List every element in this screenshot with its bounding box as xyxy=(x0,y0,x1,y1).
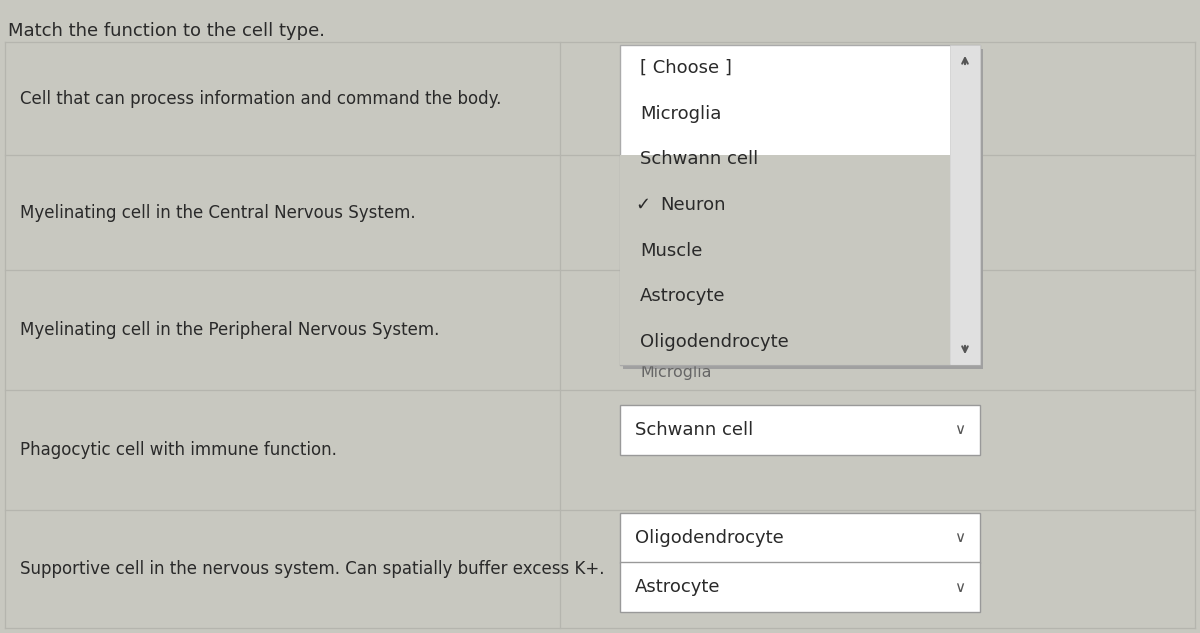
Text: ✓: ✓ xyxy=(635,196,650,214)
Text: Astrocyte: Astrocyte xyxy=(640,287,726,306)
Bar xyxy=(620,405,980,455)
Text: Microglia: Microglia xyxy=(640,365,712,380)
Text: [ Choose ]: [ Choose ] xyxy=(640,59,732,77)
Text: Myelinating cell in the Peripheral Nervous System.: Myelinating cell in the Peripheral Nervo… xyxy=(20,321,439,339)
Text: Match the function to the cell type.: Match the function to the cell type. xyxy=(8,22,325,40)
Text: Oligodendrocyte: Oligodendrocyte xyxy=(640,333,788,351)
Text: Oligodendrocyte: Oligodendrocyte xyxy=(635,529,784,547)
Text: ∨: ∨ xyxy=(954,579,966,594)
Text: Microglia: Microglia xyxy=(640,104,721,123)
Text: ∨: ∨ xyxy=(954,530,966,546)
Bar xyxy=(623,49,983,369)
Text: Astrocyte: Astrocyte xyxy=(635,578,720,596)
Text: Neuron: Neuron xyxy=(660,196,726,214)
Text: Muscle: Muscle xyxy=(640,242,702,260)
Text: Schwann cell: Schwann cell xyxy=(640,150,758,168)
Bar xyxy=(620,155,950,365)
Text: ∨: ∨ xyxy=(954,422,966,437)
Text: Cell that can process information and command the body.: Cell that can process information and co… xyxy=(20,89,502,108)
Text: Supportive cell in the nervous system. Can spatially buffer excess K+.: Supportive cell in the nervous system. C… xyxy=(20,560,605,578)
Bar xyxy=(950,45,980,365)
Bar xyxy=(620,562,980,612)
Text: Schwann cell: Schwann cell xyxy=(635,421,754,439)
Text: Phagocytic cell with immune function.: Phagocytic cell with immune function. xyxy=(20,441,337,459)
Bar xyxy=(620,513,980,563)
Bar xyxy=(620,45,980,365)
Text: Myelinating cell in the Central Nervous System.: Myelinating cell in the Central Nervous … xyxy=(20,203,415,222)
